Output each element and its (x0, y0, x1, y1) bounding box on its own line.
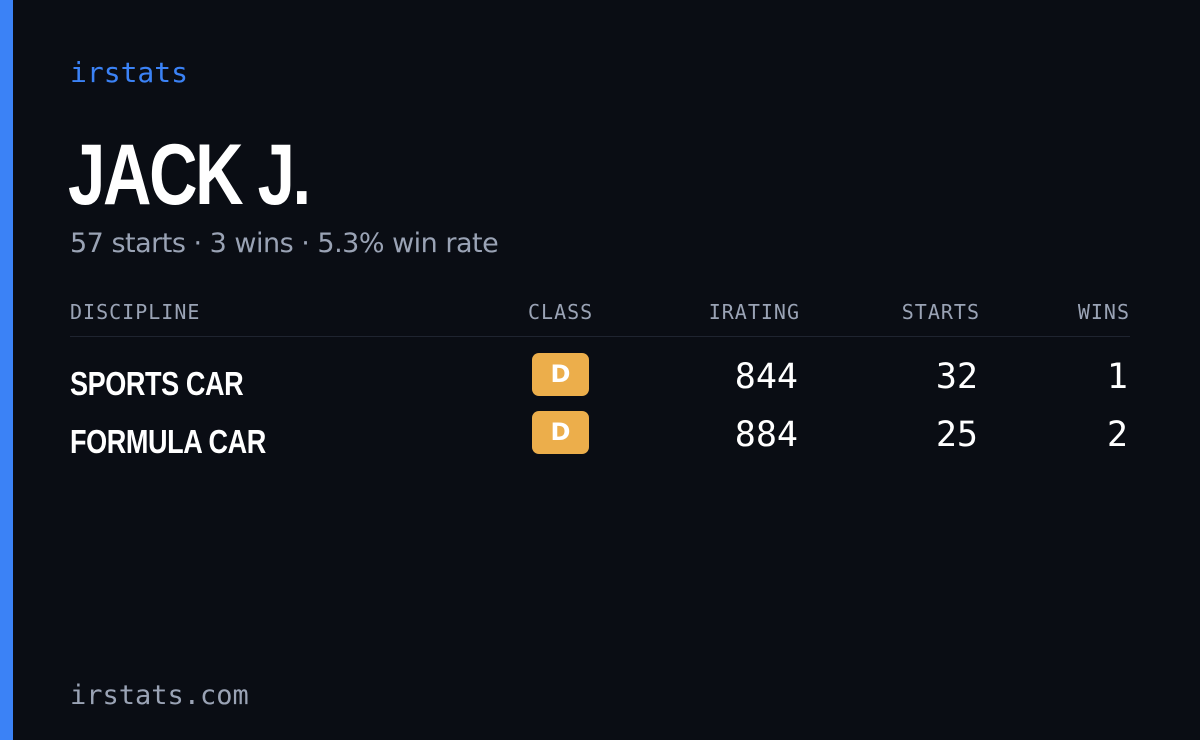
header-irating: IRATING (708, 300, 800, 324)
irating-value: 844 (734, 357, 798, 397)
accent-bar (0, 0, 13, 740)
wins-value: 1 (1106, 357, 1128, 397)
brand-logo-text: irstats (70, 56, 189, 89)
starts-value: 25 (935, 415, 978, 455)
wins-value: 2 (1106, 415, 1128, 455)
table-header: DISCIPLINE CLASS IRATING STARTS WINS (70, 298, 1130, 337)
class-badge: D (532, 353, 589, 396)
stats-table: DISCIPLINE CLASS IRATING STARTS WINS SPO… (70, 298, 1130, 469)
header-starts: STARTS (901, 300, 980, 324)
table-row: SPORTS CAR D 844 32 1 (70, 353, 1130, 411)
discipline-name: SPORTS CAR (70, 365, 244, 402)
irating-value: 884 (734, 415, 798, 455)
discipline-name: FORMULA CAR (70, 423, 266, 460)
player-summary: 57 starts · 3 wins · 5.3% win rate (70, 228, 499, 259)
starts-value: 32 (935, 357, 978, 397)
header-wins: WINS (1077, 300, 1130, 324)
player-name: JACK J. (68, 127, 311, 223)
header-discipline: DISCIPLINE (70, 300, 201, 324)
table-row: FORMULA CAR D 884 25 2 (70, 411, 1130, 469)
footer-url: irstats.com (70, 680, 249, 711)
header-class: CLASS (528, 300, 594, 324)
class-badge: D (532, 411, 589, 454)
